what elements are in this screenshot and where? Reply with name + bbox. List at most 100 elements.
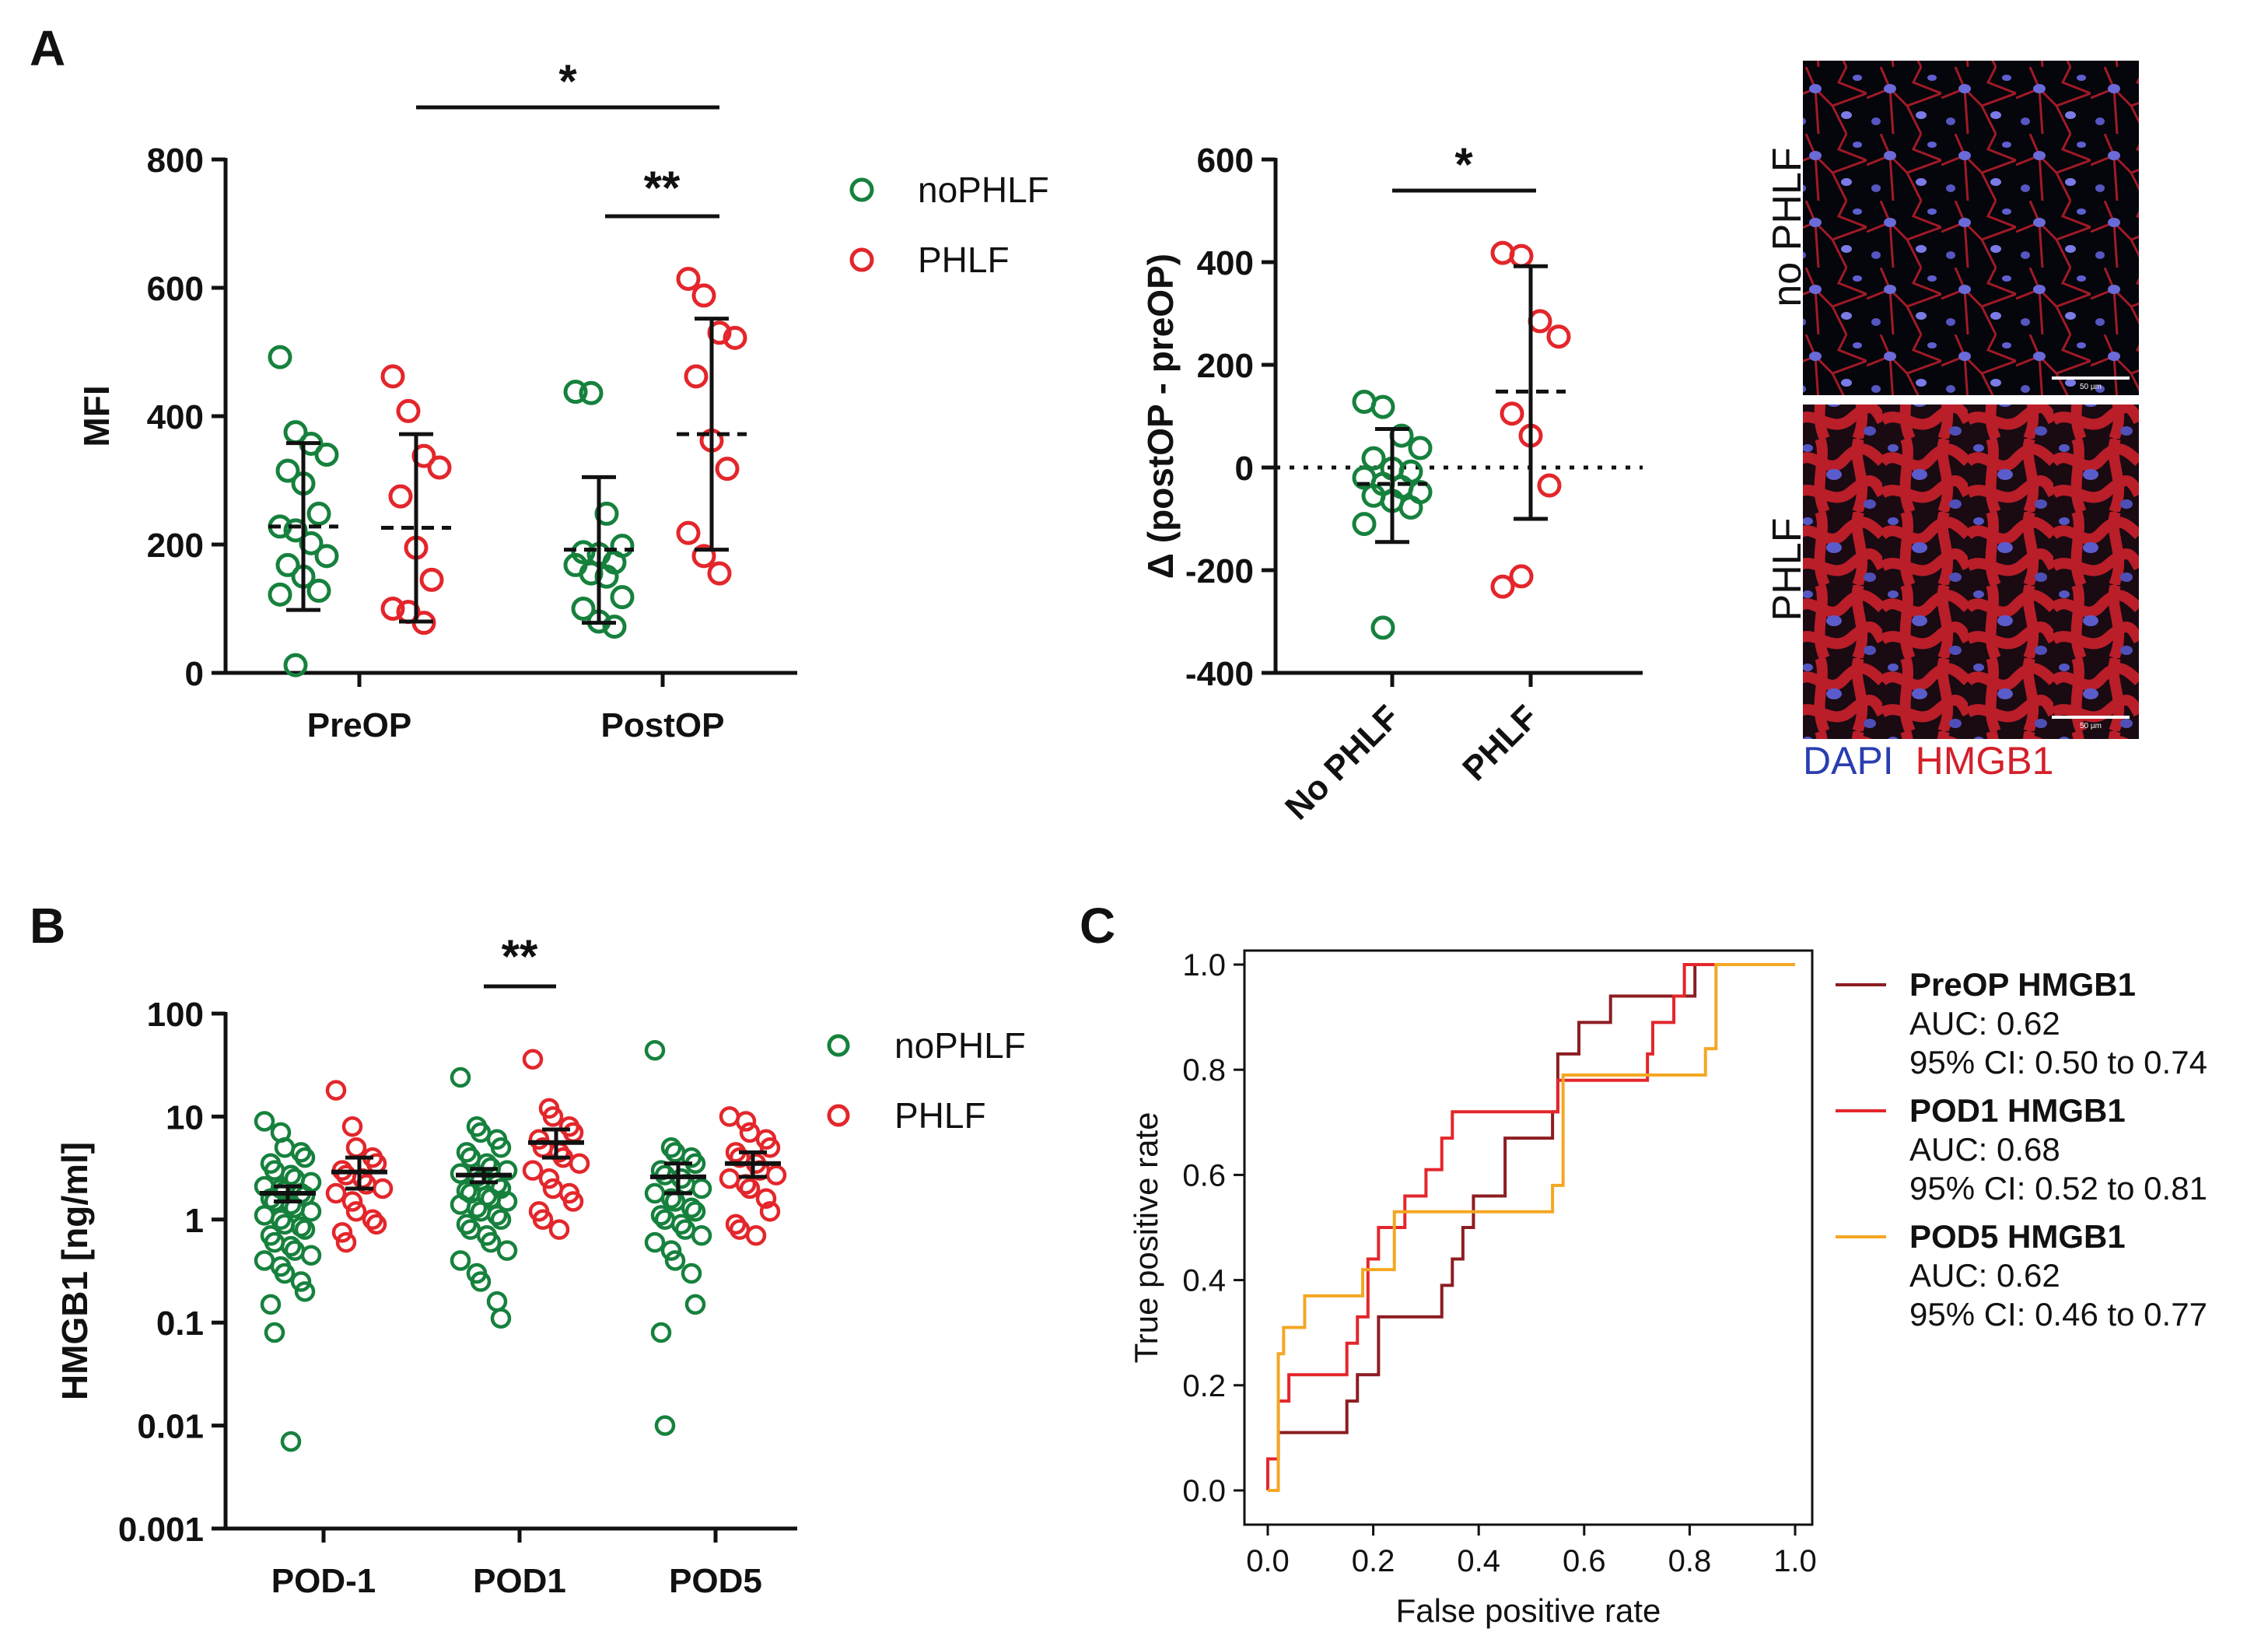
data-point (419, 567, 444, 592)
data-point (254, 1250, 275, 1271)
data-point (522, 1049, 544, 1070)
data-point (765, 1164, 787, 1185)
data-point (691, 283, 716, 308)
data-point (366, 1213, 387, 1235)
legend-marker-nophlf (849, 177, 874, 202)
legend-ci-2: 95% CI: 0.46 to 0.77 (1909, 1296, 2207, 1333)
data-point (610, 585, 635, 610)
x-axis-label: False positive rate (1396, 1592, 1661, 1629)
data-point (427, 455, 452, 480)
data-point (594, 501, 619, 526)
data-point (759, 1137, 781, 1158)
data-point (372, 1178, 394, 1199)
y-tick-label: 10 (166, 1098, 204, 1136)
data-point (1500, 401, 1524, 426)
data-point (335, 1164, 357, 1185)
y-tick-label: 0.8 (1182, 1053, 1226, 1087)
y-tick-label: 0.4 (1182, 1264, 1226, 1298)
data-point (466, 1197, 488, 1218)
y-tick-label: 0.2 (1182, 1369, 1226, 1403)
data-point (684, 364, 709, 389)
data-point (496, 1191, 518, 1212)
y-axis-label: Δ (postOP - preOP) (1140, 254, 1181, 579)
y-tick-label: 400 (1197, 244, 1254, 282)
x-tick-label: No PHLF (1278, 698, 1407, 827)
data-point (280, 1194, 302, 1215)
data-point (644, 1231, 666, 1253)
data-point (331, 1222, 353, 1243)
label-no-phlf: no PHLF (1765, 147, 1810, 306)
data-point (1370, 615, 1395, 640)
data-point (579, 380, 604, 405)
legend-marker-phlf (827, 1104, 850, 1127)
y-tick-label: 0.6 (1182, 1158, 1226, 1192)
y-tick-label: 0.1 (156, 1305, 204, 1343)
data-point (548, 1219, 570, 1240)
significance-label: ** (502, 930, 538, 982)
significance-label: * (558, 55, 577, 107)
label-phlf: PHLF (1765, 518, 1810, 622)
data-point (254, 1111, 275, 1132)
data-point (283, 518, 308, 543)
data-point (684, 1294, 706, 1315)
data-point (299, 531, 324, 555)
data-point (314, 544, 339, 569)
data-point (1546, 324, 1571, 349)
y-axis-label: HMGB1 [ng/ml] (54, 1142, 95, 1400)
y-tick-label: 200 (147, 527, 204, 565)
data-point (275, 552, 300, 577)
data-point (579, 561, 604, 586)
data-point (496, 1160, 518, 1181)
data-point (707, 320, 732, 345)
y-tick-label: 1.0 (1182, 948, 1226, 982)
y-tick-label: 0.0 (1182, 1474, 1226, 1508)
y-tick-label: 600 (1197, 142, 1254, 180)
legend-auc-2: AUC: 0.62 (1909, 1257, 2060, 1294)
data-point (274, 1263, 296, 1284)
y-tick-label: 100 (147, 996, 204, 1034)
delta-chart: -400 -200 0 200 400 600 No PHLF PHLF Δ (postOP -… (1140, 138, 1643, 827)
data-point (325, 1182, 347, 1204)
data-point (650, 1322, 672, 1343)
data-point (300, 1245, 322, 1266)
data-point (396, 398, 421, 423)
y-tick-label: 600 (147, 270, 204, 308)
y-tick-label: 400 (147, 398, 204, 436)
data-point (380, 597, 405, 621)
data-point (664, 1142, 686, 1163)
data-point (490, 1308, 512, 1329)
data-point (460, 1147, 481, 1168)
stain-legend: DAPI HMGB1 (1803, 739, 2053, 783)
legend-label-phlf: PHLF (918, 240, 1010, 280)
data-point (538, 1168, 560, 1189)
data-point (325, 1080, 347, 1101)
x-tick-label: PHLF (1455, 698, 1545, 788)
legend-label-nophlf: noPHLF (918, 170, 1049, 210)
data-point (739, 1122, 761, 1143)
hmgb1-chart: 0.001 0.01 0.1 1 10 100 POD-1 POD1 POD5 HMGB1 [ng… (54, 930, 1026, 1600)
data-point (345, 1137, 367, 1158)
data-point (450, 1250, 471, 1271)
data-point (664, 1250, 686, 1271)
data-point (450, 1066, 471, 1088)
x-tick-label: POD5 (669, 1562, 762, 1600)
data-point (345, 1201, 367, 1222)
scale-label-bottom: 50 µm (2080, 722, 2102, 730)
y-tick-label: 0 (1235, 450, 1254, 488)
data-point (280, 1431, 302, 1452)
x-tick-label: 0.4 (1457, 1544, 1500, 1578)
data-point (681, 1263, 702, 1284)
plot-frame (1243, 949, 1814, 1526)
panel-label-a: A (30, 20, 65, 76)
legend-label-nophlf: noPHLF (894, 1025, 1026, 1066)
scale-bar-bottom (2052, 716, 2130, 719)
data-point (388, 484, 413, 509)
x-tick-label: POD1 (473, 1562, 566, 1600)
legend-marker-nophlf (827, 1034, 850, 1057)
data-point (594, 564, 619, 589)
data-point (294, 1281, 316, 1302)
data-point (264, 1322, 285, 1343)
data-point (314, 443, 339, 467)
data-point (719, 1106, 740, 1127)
data-point (735, 1111, 757, 1132)
